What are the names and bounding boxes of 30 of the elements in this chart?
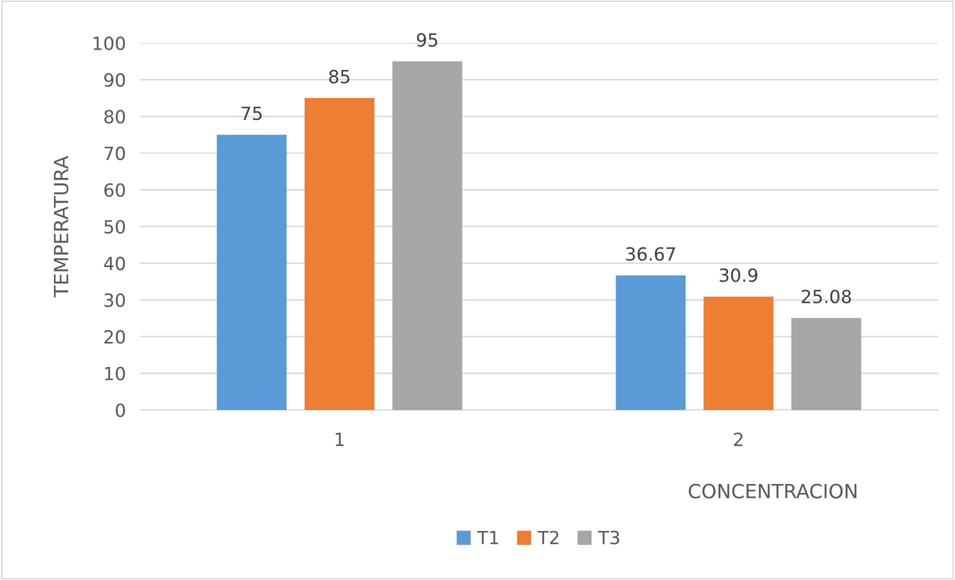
bar	[704, 296, 774, 410]
legend-label: T3	[598, 530, 620, 544]
y-tick-label: 100	[94, 36, 125, 50]
data-label: 75	[242, 106, 262, 120]
x-tick-label: 1	[336, 432, 344, 446]
x-axis-title: CONCENTRACION	[688, 484, 856, 498]
y-tick-label: 10	[105, 366, 125, 380]
y-tick-label: 40	[104, 256, 125, 270]
bar	[304, 98, 374, 410]
y-tick-label: 70	[104, 146, 125, 160]
y-tick-label: 0	[116, 403, 125, 418]
legend-label: T2	[538, 530, 558, 544]
y-tick-label: 80	[104, 110, 125, 124]
data-label: 95	[416, 33, 438, 47]
bar	[216, 134, 287, 410]
bar	[616, 275, 686, 410]
y-tick-label: 20	[104, 330, 125, 344]
bar	[392, 61, 462, 410]
data-label: 36.67	[626, 247, 676, 261]
bar	[791, 318, 862, 410]
legend-label: T1	[477, 530, 498, 544]
y-tick-label: 90	[104, 73, 125, 87]
x-tick-label: 2	[734, 432, 742, 446]
data-label: 85	[329, 70, 350, 84]
y-axis-title: TEMPERATURA	[54, 156, 68, 298]
data-label: 25.08	[802, 290, 851, 304]
data-label: 30.9	[720, 268, 758, 282]
y-tick-label: 50	[104, 220, 125, 234]
y-tick-label: 60	[104, 183, 125, 197]
y-tick-label: 30	[104, 293, 125, 308]
